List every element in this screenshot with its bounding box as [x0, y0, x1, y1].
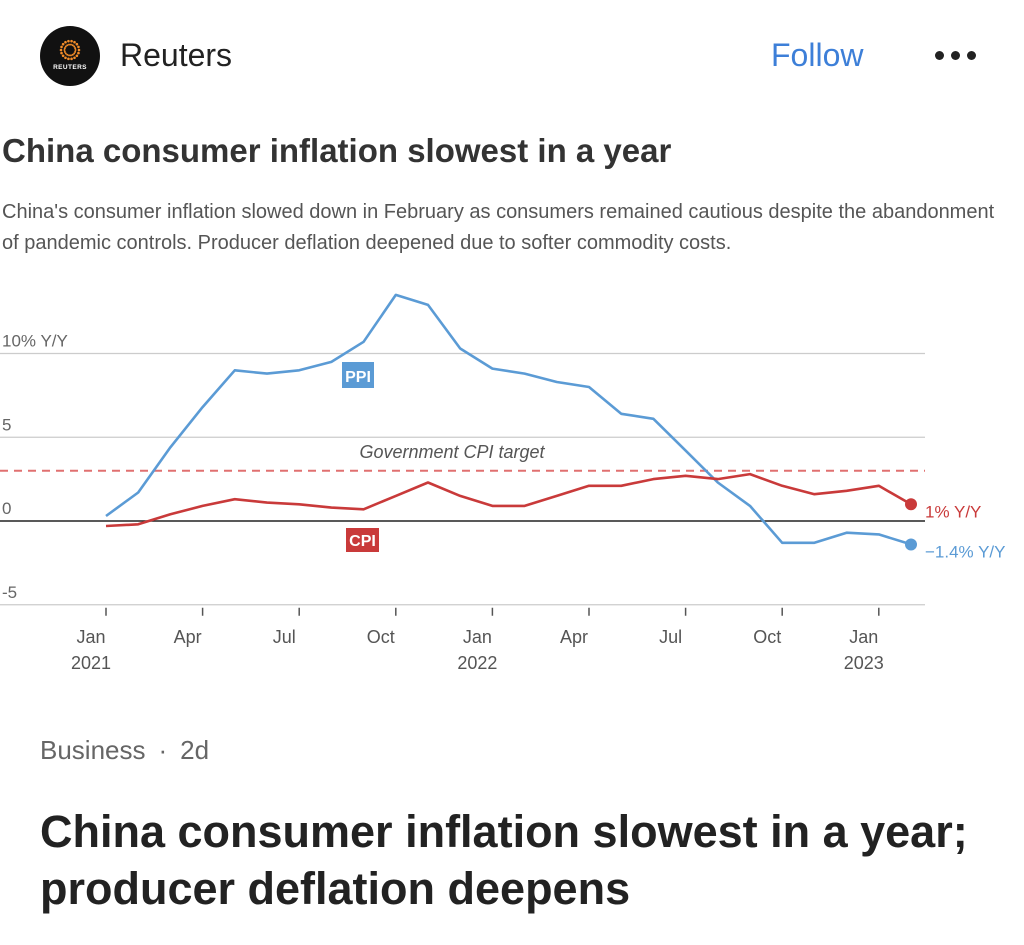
x-tick-label: Jan	[463, 627, 492, 647]
meta-separator: ·	[158, 735, 168, 765]
logo-dot	[71, 53, 74, 56]
logo-dot	[68, 53, 71, 56]
y-tick-label: -5	[2, 583, 17, 602]
cpi-badge	[346, 528, 379, 552]
y-tick-label: 5	[2, 415, 11, 434]
more-options-icon[interactable]	[925, 36, 985, 76]
ppi-series-line	[105, 293, 912, 546]
logo-wordmark: REUTERS	[53, 63, 87, 71]
x-tick-label: Jan	[76, 627, 105, 647]
logo-dot	[69, 53, 72, 56]
logo-dot	[74, 50, 77, 53]
source-name[interactable]: Reuters	[120, 37, 233, 73]
x-tick-year: 2022	[457, 653, 497, 673]
chart-subtitle: China's consumer inflation slowed down i…	[2, 201, 995, 254]
cpi-badge-label: CPI	[349, 533, 376, 550]
x-tick-label: Jul	[273, 627, 296, 647]
cpi-end-label: 1% Y/Y	[925, 502, 981, 521]
x-tick-label: Jan	[849, 627, 878, 647]
post-meta: Business · 2d	[40, 735, 209, 766]
reuters-logo-avatar[interactable]: REUTERS	[40, 26, 100, 86]
logo-dot	[64, 55, 67, 59]
post-age: 2d	[180, 735, 210, 765]
logo-dot	[68, 43, 71, 46]
x-tick-label: Oct	[753, 627, 781, 647]
logo-dot	[61, 53, 65, 57]
ppi-badge-label: PPI	[345, 369, 371, 386]
logo-dot	[73, 40, 76, 44]
x-tick-label: Oct	[367, 627, 395, 647]
logo-dot	[74, 48, 77, 51]
logo-dot	[75, 42, 79, 46]
post-header: REUTERS Reuters Follow	[0, 0, 1024, 112]
logo-dot	[66, 53, 69, 56]
follow-button[interactable]: Follow	[771, 37, 864, 73]
x-tick-year: 2023	[844, 653, 884, 673]
logo-dot	[60, 51, 63, 54]
ppi-end-point	[905, 538, 917, 551]
logo-dot	[69, 43, 72, 46]
logo-dot	[63, 46, 66, 49]
logo-dot	[64, 44, 67, 47]
logo-dot	[63, 48, 66, 51]
logo-dot	[61, 42, 65, 46]
x-tick-label: Apr	[174, 627, 202, 647]
x-tick-label: Apr	[560, 627, 588, 647]
logo-dot	[63, 50, 66, 53]
logo-dot	[77, 51, 80, 54]
logo-dot	[67, 39, 70, 42]
chart-title: China consumer inflation slowest in a ye…	[2, 132, 672, 169]
y-tick-label: 10% Y/Y	[2, 332, 68, 351]
ppi-end-label: −1.4% Y/Y	[925, 542, 1006, 561]
cpi-series-line	[105, 472, 912, 528]
article-headline[interactable]: China consumer inflation slowest in a ye…	[40, 806, 968, 914]
inflation-line-chart: 10% Y/Y 5 0 -5 Jan 2021 Apr Jul Oct Jan 2022 Apr Jul…	[0, 293, 1006, 673]
x-tick-year: 2021	[71, 653, 111, 673]
logo-dot	[75, 53, 79, 57]
logo-dot	[60, 45, 63, 48]
logo-dot	[64, 40, 67, 44]
logo-dot	[77, 45, 80, 48]
logo-dot	[73, 55, 76, 59]
logo-dot	[64, 52, 67, 55]
reuters-dots-icon	[59, 39, 81, 60]
logo-dot	[59, 48, 63, 51]
logo-dot	[73, 52, 76, 55]
logo-dot	[74, 46, 77, 49]
logo-dot	[71, 43, 74, 46]
logo-dot	[66, 43, 69, 46]
logo-dot	[70, 57, 73, 60]
logo-dot	[73, 44, 76, 47]
ppi-badge	[342, 362, 374, 388]
category-label[interactable]: Business	[40, 735, 146, 765]
cpi-end-point	[905, 498, 917, 511]
logo-dot	[77, 48, 81, 51]
y-tick-label: 0	[2, 499, 11, 518]
cpi-target-label: Government CPI target	[359, 442, 545, 462]
x-tick-label: Jul	[659, 627, 682, 647]
logo-dot	[67, 57, 70, 60]
logo-dot	[70, 39, 73, 42]
